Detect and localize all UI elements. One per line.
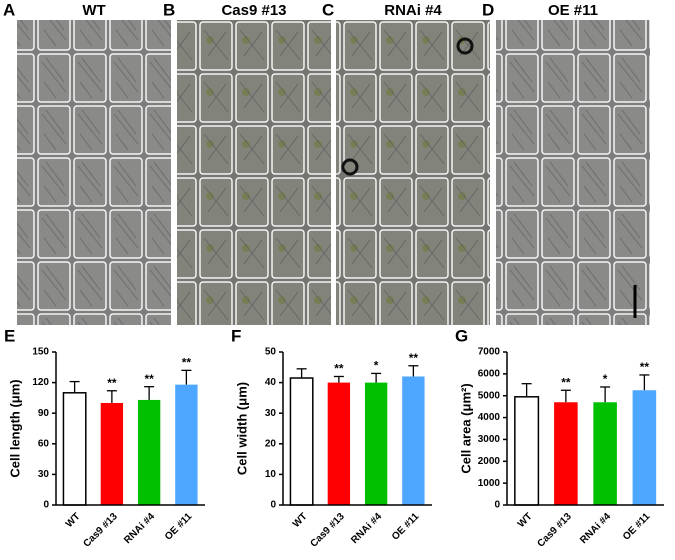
bar bbox=[402, 376, 425, 505]
y-tick-label: 2000 bbox=[478, 456, 501, 467]
significance-label: ** bbox=[409, 351, 419, 365]
micrograph-a bbox=[17, 20, 171, 325]
y-axis-label: Cell length (μm) bbox=[7, 379, 22, 477]
bar bbox=[554, 402, 578, 505]
bar bbox=[327, 382, 351, 505]
panel-title: OE #11 bbox=[548, 2, 598, 19]
y-tick-label: 60 bbox=[38, 438, 50, 449]
y-tick-label: 0 bbox=[43, 500, 49, 511]
panel-letter: E bbox=[4, 326, 15, 345]
significance-label: ** bbox=[640, 360, 650, 374]
bar bbox=[364, 382, 388, 505]
y-tick-label: 150 bbox=[32, 347, 49, 358]
significance-label: ** bbox=[144, 372, 154, 386]
y-tick-label: 7000 bbox=[478, 347, 501, 358]
y-tick-label: 40 bbox=[265, 377, 277, 388]
y-tick-label: 3000 bbox=[478, 434, 501, 445]
x-tick-label: RNAi #4 bbox=[578, 511, 613, 546]
x-tick-label: OE #11 bbox=[163, 511, 195, 543]
bar bbox=[289, 377, 314, 506]
panel-letter: F bbox=[231, 326, 241, 345]
panel-title: WT bbox=[82, 2, 105, 19]
y-axis-label: Cell area (μm²) bbox=[458, 383, 473, 473]
significance-label: * bbox=[374, 359, 379, 373]
bar bbox=[137, 399, 161, 505]
significance-label: ** bbox=[334, 362, 344, 376]
bar bbox=[62, 392, 87, 506]
panel-title: RNAi #4 bbox=[384, 2, 442, 19]
panel-letter: G bbox=[455, 326, 468, 345]
bar bbox=[593, 402, 617, 505]
significance-label: ** bbox=[561, 375, 571, 389]
x-tick-label: WT bbox=[516, 511, 535, 530]
y-axis-label: Cell width (μm) bbox=[234, 382, 249, 475]
x-tick-label: RNAi #4 bbox=[122, 511, 157, 546]
micrograph-d bbox=[496, 20, 650, 325]
y-tick-label: 0 bbox=[494, 500, 500, 511]
y-tick-label: 30 bbox=[38, 469, 50, 480]
bar bbox=[175, 384, 198, 505]
panel-letter: D bbox=[482, 0, 494, 19]
panel-title: Cas9 #13 bbox=[221, 2, 286, 19]
bar bbox=[632, 390, 657, 505]
y-tick-label: 120 bbox=[32, 377, 49, 388]
y-tick-label: 50 bbox=[265, 347, 277, 358]
significance-label: ** bbox=[182, 356, 192, 370]
y-tick-label: 10 bbox=[265, 469, 277, 480]
micrograph-c bbox=[336, 20, 490, 325]
significance-label: ** bbox=[107, 376, 117, 390]
x-tick-label: OE #11 bbox=[390, 511, 422, 543]
y-tick-label: 4000 bbox=[478, 412, 501, 423]
y-tick-label: 6000 bbox=[478, 368, 501, 379]
significance-label: * bbox=[603, 372, 608, 386]
y-tick-label: 1000 bbox=[478, 478, 501, 489]
y-tick-label: 30 bbox=[265, 408, 277, 419]
x-tick-label: WT bbox=[291, 511, 310, 530]
x-tick-label: Cas9 #13 bbox=[535, 511, 574, 550]
micrograph-b bbox=[177, 20, 331, 325]
y-tick-label: 90 bbox=[38, 408, 50, 419]
x-tick-label: Cas9 #13 bbox=[308, 511, 347, 550]
bar bbox=[514, 396, 540, 506]
y-tick-label: 20 bbox=[265, 438, 277, 449]
panel-letter: A bbox=[3, 0, 15, 19]
bar bbox=[100, 403, 124, 505]
x-tick-label: WT bbox=[64, 511, 83, 530]
panel-letter: C bbox=[322, 0, 334, 19]
panel-letter: B bbox=[163, 0, 175, 19]
x-tick-label: RNAi #4 bbox=[349, 511, 384, 546]
y-tick-label: 0 bbox=[270, 500, 276, 511]
y-tick-label: 5000 bbox=[478, 390, 501, 401]
x-tick-label: OE #11 bbox=[621, 511, 653, 543]
x-tick-label: Cas9 #13 bbox=[81, 511, 120, 550]
